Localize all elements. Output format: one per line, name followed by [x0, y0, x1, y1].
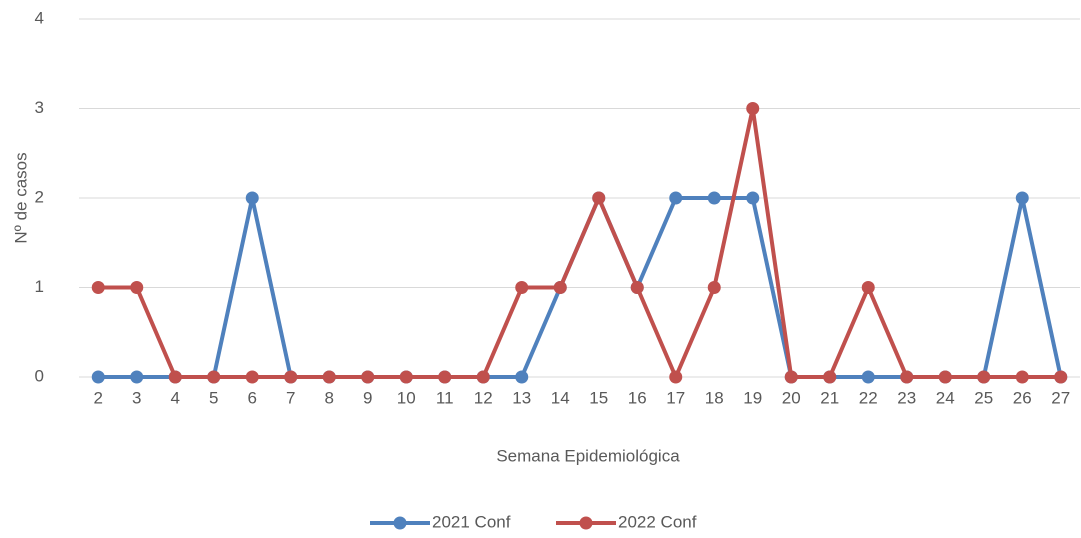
x-tick-label: 16	[628, 388, 647, 407]
x-tick-label: 13	[512, 388, 531, 407]
data-point	[746, 191, 760, 205]
x-tick-label: 22	[859, 388, 878, 407]
x-tick-label: 26	[1013, 388, 1032, 407]
data-point	[515, 370, 529, 384]
data-point	[284, 370, 298, 384]
data-point	[669, 191, 683, 205]
data-point	[823, 370, 837, 384]
data-point	[515, 281, 529, 294]
x-tick-label: 7	[286, 388, 295, 407]
data-point	[476, 370, 490, 384]
x-tick-label: 10	[397, 388, 416, 407]
y-tick-label: 4	[35, 8, 44, 27]
x-tick-label: 2	[94, 388, 103, 407]
legend-marker	[579, 516, 593, 530]
y-tick-label: 1	[35, 277, 44, 296]
data-point	[669, 370, 683, 384]
x-tick-label: 11	[436, 388, 454, 407]
data-point	[707, 191, 721, 205]
x-tick-label: 3	[132, 388, 141, 407]
x-tick-label: 21	[820, 388, 839, 407]
data-point	[1015, 370, 1029, 384]
data-point	[207, 370, 221, 384]
data-point	[91, 281, 105, 294]
x-tick-label: 15	[589, 388, 608, 407]
y-tick-label: 3	[35, 98, 44, 117]
data-point	[553, 281, 567, 294]
y-tick-label: 2	[35, 187, 44, 206]
x-tick-label: 27	[1051, 388, 1070, 407]
data-point	[861, 281, 875, 294]
x-tick-label: 18	[705, 388, 724, 407]
x-tick-label: 14	[551, 388, 570, 407]
data-point	[91, 370, 105, 384]
x-tick-label: 24	[936, 388, 955, 407]
data-point	[900, 370, 914, 384]
x-tick-label: 25	[974, 388, 993, 407]
data-point	[130, 281, 144, 294]
data-point	[361, 370, 375, 384]
x-tick-label: 9	[363, 388, 372, 407]
legend-marker	[393, 516, 407, 530]
data-point	[438, 370, 452, 384]
data-point	[245, 370, 259, 384]
x-tick-label: 19	[743, 388, 762, 407]
x-axis-title: Semana Epidemiológica	[496, 446, 680, 465]
data-point	[861, 370, 875, 384]
y-axis-title: Nº de casos	[11, 152, 30, 243]
data-point	[707, 281, 721, 294]
x-tick-label: 17	[666, 388, 685, 407]
x-tick-label: 6	[248, 388, 257, 407]
x-tick-label: 12	[474, 388, 493, 407]
data-point	[322, 370, 336, 384]
legend-label: 2022 Conf	[618, 512, 697, 531]
data-point	[746, 102, 760, 115]
data-point	[784, 370, 798, 384]
data-point	[977, 370, 991, 384]
data-point	[1015, 191, 1029, 205]
x-tick-label: 20	[782, 388, 801, 407]
data-point	[168, 370, 182, 384]
data-point	[938, 370, 952, 384]
x-tick-label: 5	[209, 388, 218, 407]
x-tick-label: 8	[325, 388, 334, 407]
data-point	[1054, 370, 1068, 384]
data-point	[399, 370, 413, 384]
data-point	[592, 191, 606, 205]
y-tick-label: 0	[35, 366, 44, 385]
data-point	[630, 281, 644, 294]
data-point	[130, 370, 144, 384]
x-tick-label: 4	[171, 388, 180, 407]
data-point	[245, 191, 259, 205]
legend-label: 2021 Conf	[432, 512, 511, 531]
x-tick-label: 23	[897, 388, 916, 407]
